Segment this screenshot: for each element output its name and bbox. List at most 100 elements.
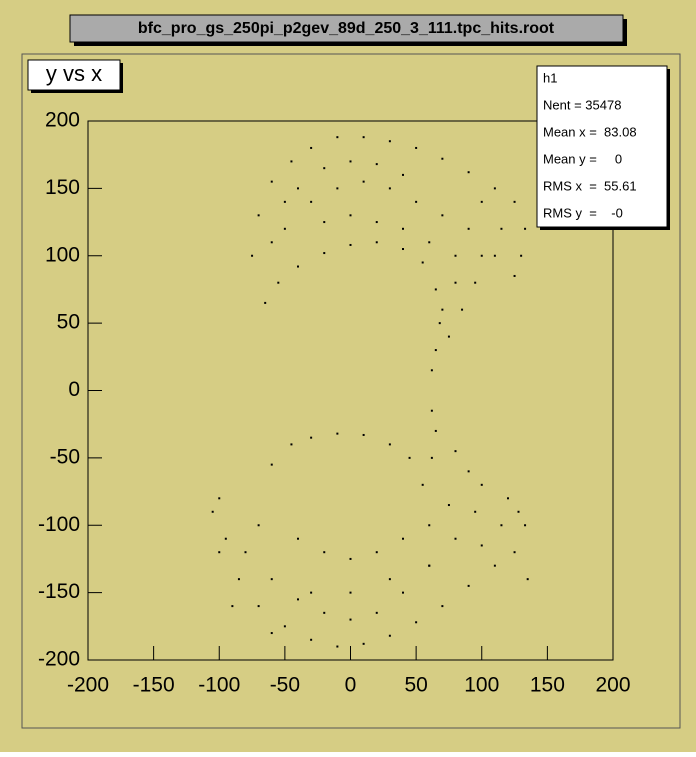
point bbox=[290, 160, 293, 163]
point bbox=[310, 638, 313, 641]
point bbox=[447, 335, 450, 338]
point bbox=[447, 504, 450, 507]
point bbox=[323, 252, 326, 255]
stats: h1 Nent = 35478 Mean x = 83.08 Mean y = 0 RM… bbox=[543, 70, 637, 220]
point bbox=[434, 349, 437, 352]
point bbox=[362, 433, 365, 436]
point bbox=[430, 369, 433, 372]
point bbox=[480, 544, 483, 547]
point bbox=[428, 241, 431, 244]
point bbox=[493, 254, 496, 257]
point bbox=[349, 214, 352, 217]
point bbox=[500, 524, 503, 527]
point bbox=[513, 274, 516, 277]
point bbox=[388, 140, 391, 143]
point bbox=[283, 625, 286, 628]
point bbox=[507, 497, 509, 500]
x-tick-label: 200 bbox=[595, 674, 630, 697]
point bbox=[467, 584, 470, 587]
point bbox=[270, 180, 273, 183]
point bbox=[441, 308, 444, 311]
y-tick-label: -200 bbox=[38, 648, 80, 671]
y-tick-label: 100 bbox=[45, 243, 80, 266]
point bbox=[421, 261, 424, 264]
point bbox=[323, 167, 326, 170]
hist-title: y vs x bbox=[46, 61, 102, 86]
point bbox=[264, 301, 267, 304]
point bbox=[467, 470, 470, 473]
point bbox=[349, 243, 352, 246]
point bbox=[430, 409, 433, 412]
point bbox=[500, 227, 503, 230]
point bbox=[428, 564, 431, 567]
point bbox=[283, 200, 286, 203]
point bbox=[402, 248, 404, 251]
point bbox=[388, 443, 391, 446]
point bbox=[454, 281, 457, 284]
point bbox=[231, 605, 234, 608]
point bbox=[310, 146, 313, 149]
point bbox=[257, 214, 260, 217]
stats-line: Mean x = 83.08 bbox=[543, 124, 637, 139]
point bbox=[283, 227, 286, 230]
point bbox=[310, 200, 313, 203]
point bbox=[277, 281, 280, 284]
point bbox=[526, 578, 529, 581]
point bbox=[454, 450, 457, 453]
point bbox=[375, 551, 378, 554]
point bbox=[480, 254, 483, 257]
point bbox=[493, 187, 496, 190]
point bbox=[349, 557, 352, 560]
point bbox=[454, 254, 457, 257]
hist-title-box bbox=[27, 59, 121, 91]
point bbox=[297, 265, 299, 268]
point bbox=[513, 551, 516, 554]
point bbox=[362, 180, 365, 183]
point bbox=[237, 578, 240, 581]
y-tick-label: -150 bbox=[38, 580, 80, 603]
y-tick-label: -50 bbox=[50, 445, 80, 468]
point bbox=[211, 510, 214, 513]
point bbox=[388, 634, 391, 637]
point bbox=[349, 591, 352, 594]
stats-line: h1 bbox=[543, 70, 557, 85]
stats-line: Mean y = 0 bbox=[543, 151, 622, 166]
y-tick-label: 0 bbox=[68, 378, 80, 401]
point bbox=[388, 187, 391, 190]
stats-box bbox=[536, 65, 668, 228]
point bbox=[297, 537, 299, 540]
point bbox=[513, 200, 516, 203]
point bbox=[244, 551, 247, 554]
point bbox=[270, 241, 273, 244]
point bbox=[415, 621, 418, 624]
title-box bbox=[69, 14, 624, 43]
point bbox=[218, 497, 221, 500]
point bbox=[336, 432, 339, 435]
point bbox=[218, 551, 221, 554]
point bbox=[375, 241, 378, 244]
y-tick-label: -100 bbox=[38, 513, 80, 536]
point bbox=[430, 456, 433, 459]
point bbox=[349, 160, 352, 163]
point bbox=[362, 136, 365, 139]
point bbox=[408, 456, 411, 459]
point bbox=[493, 564, 496, 567]
x-tick-label: 50 bbox=[404, 674, 427, 697]
point bbox=[336, 136, 339, 139]
stats-line: RMS x = 55.61 bbox=[543, 178, 637, 193]
point bbox=[434, 288, 437, 291]
points bbox=[211, 136, 529, 648]
point bbox=[257, 605, 260, 608]
point bbox=[257, 524, 260, 527]
point bbox=[362, 642, 365, 645]
stats-line: Nent = 35478 bbox=[543, 97, 621, 112]
point bbox=[517, 510, 520, 513]
x-tick-label: 150 bbox=[530, 674, 565, 697]
point bbox=[441, 605, 444, 608]
point bbox=[524, 227, 527, 230]
point bbox=[461, 308, 464, 311]
point bbox=[297, 598, 299, 601]
point bbox=[270, 578, 273, 581]
